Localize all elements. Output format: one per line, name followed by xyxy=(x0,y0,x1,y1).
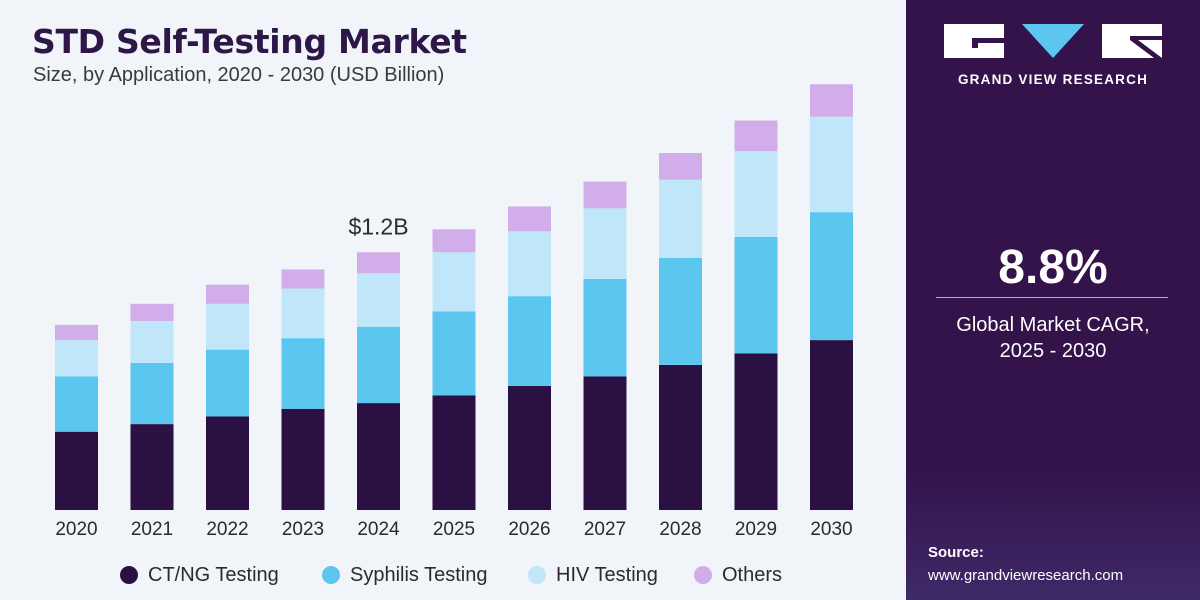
x-tick-label-2028: 2028 xyxy=(659,519,701,540)
bar-2029-ct-ng-testing xyxy=(734,353,778,510)
x-tick-label-2027: 2027 xyxy=(584,519,626,540)
legend-label: HIV Testing xyxy=(556,563,658,586)
x-tick-label-2024: 2024 xyxy=(357,519,400,540)
cagr-label: Global Market CAGR, 2025 - 2030 xyxy=(906,312,1200,364)
x-tick-label-2023: 2023 xyxy=(282,519,324,540)
stacked-bar-chart: 2020 2021 2022 2023 2024 2025 2026 2027 2028 2029… xyxy=(55,84,853,540)
bar-2022-syphilis-testing xyxy=(206,349,249,417)
brand-sidebar: GRAND VIEW RESEARCH 8.8% Global Market C… xyxy=(906,0,1200,600)
x-tick-label-2020: 2020 xyxy=(55,519,97,540)
bar-2028-hiv-testing xyxy=(659,179,702,258)
bar-2026-others xyxy=(508,206,551,232)
bar-2029-syphilis-testing xyxy=(734,237,778,354)
cagr-label-line1: Global Market CAGR, xyxy=(956,314,1150,336)
x-tick-label-2026: 2026 xyxy=(508,519,550,540)
bar-2025-ct-ng-testing xyxy=(432,395,476,510)
bar-2023-ct-ng-testing xyxy=(281,408,325,510)
bar-2026-syphilis-testing xyxy=(508,296,551,386)
bar-2020-ct-ng-testing xyxy=(55,431,98,510)
bar-2023-syphilis-testing xyxy=(281,338,325,409)
bar-2025-syphilis-testing xyxy=(432,311,476,396)
data-label-2024: $1.2B xyxy=(348,213,408,239)
legend-label: Others xyxy=(722,563,783,586)
bar-2024-hiv-testing xyxy=(357,273,400,327)
legend-item-hiv-testing: HIV Testing xyxy=(528,560,658,590)
x-tick-label-2025: 2025 xyxy=(433,519,475,540)
legend-item-ct-ng-testing: CT/NG Testing xyxy=(120,560,279,590)
brand-name: GRAND VIEW RESEARCH xyxy=(957,72,1149,87)
bar-2027-hiv-testing xyxy=(583,208,627,279)
bar-2020-hiv-testing xyxy=(55,340,98,377)
source-link[interactable]: www.grandviewresearch.com xyxy=(928,567,1124,584)
bar-2026-hiv-testing xyxy=(508,231,551,297)
legend-swatch xyxy=(322,566,340,584)
gvr-logo-icon xyxy=(944,24,1162,58)
bar-2023-hiv-testing xyxy=(281,288,325,339)
legend-swatch xyxy=(120,566,138,584)
x-tick-label-2022: 2022 xyxy=(206,519,248,540)
bar-2030-others xyxy=(810,84,853,117)
bar-2028-others xyxy=(659,153,702,180)
chart-title: STD Self-Testing Market xyxy=(32,22,467,61)
bar-2030-hiv-testing xyxy=(810,116,853,213)
bar-2025-hiv-testing xyxy=(432,252,476,312)
x-tick-label-2030: 2030 xyxy=(810,519,852,540)
cagr-label-line2: 2025 - 2030 xyxy=(999,340,1107,362)
bar-2025-others xyxy=(432,229,476,253)
bar-2028-ct-ng-testing xyxy=(659,364,702,510)
bar-2026-ct-ng-testing xyxy=(508,385,551,510)
x-tick-label-2029: 2029 xyxy=(735,519,777,540)
bar-2030-syphilis-testing xyxy=(810,212,853,341)
legend-item-others: Others xyxy=(694,560,782,590)
cagr-value: 8.8% xyxy=(998,241,1108,294)
legend-swatch xyxy=(694,566,712,584)
bar-2020-syphilis-testing xyxy=(55,376,98,432)
bar-2027-syphilis-testing xyxy=(583,279,627,377)
bar-2021-others xyxy=(130,303,174,321)
bar-2023-others xyxy=(281,269,325,289)
bar-2021-syphilis-testing xyxy=(130,363,174,425)
bar-2030-ct-ng-testing xyxy=(810,340,853,510)
legend-item-syphilis-testing: Syphilis Testing xyxy=(322,560,487,590)
grand-view-research-logo: GRAND VIEW RESEARCH xyxy=(942,22,1164,92)
bar-2021-hiv-testing xyxy=(130,321,174,363)
chart-legend: CT/NG Testing Syphilis Testing HIV Testing… xyxy=(0,560,906,590)
bar-2022-hiv-testing xyxy=(206,303,249,350)
cagr-divider xyxy=(936,297,1168,298)
legend-label: Syphilis Testing xyxy=(350,563,488,586)
chart-subtitle: Size, by Application, 2020 - 2030 (USD B… xyxy=(33,64,445,86)
bar-2022-others xyxy=(206,284,249,304)
bar-2024-syphilis-testing xyxy=(357,326,400,404)
bar-2027-ct-ng-testing xyxy=(583,376,627,510)
source-label: Source: xyxy=(928,544,984,561)
legend-swatch xyxy=(528,566,546,584)
bar-2022-ct-ng-testing xyxy=(206,416,249,510)
bar-2020-others xyxy=(55,324,98,341)
sidebar-wave-decoration xyxy=(906,470,1200,600)
bar-2021-ct-ng-testing xyxy=(130,424,174,510)
bar-2024-ct-ng-testing xyxy=(357,403,400,510)
x-tick-label-2021: 2021 xyxy=(131,519,173,540)
bar-2024-others xyxy=(357,252,400,274)
bar-2028-syphilis-testing xyxy=(659,258,702,365)
legend-label: CT/NG Testing xyxy=(148,563,279,586)
bar-2029-others xyxy=(734,120,778,152)
bar-2027-others xyxy=(583,181,627,209)
chart-panel: STD Self-Testing Market Size, by Applica… xyxy=(0,22,906,590)
bar-2029-hiv-testing xyxy=(734,151,778,237)
